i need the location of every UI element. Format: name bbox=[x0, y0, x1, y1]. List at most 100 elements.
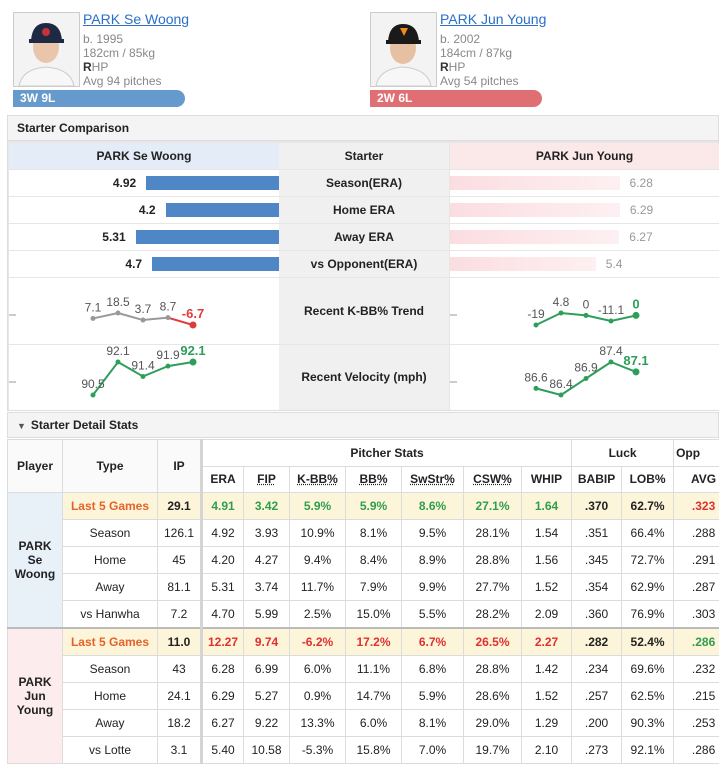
stat-cell: .345 bbox=[571, 546, 623, 574]
stat-header: WHIP bbox=[520, 465, 573, 493]
value-right: 6.28 bbox=[629, 176, 653, 190]
trend-point bbox=[632, 311, 640, 319]
stat-cell: 8.4% bbox=[345, 546, 402, 574]
trend-value: 4.8 bbox=[553, 295, 570, 309]
stat-cell: 5.5% bbox=[401, 600, 464, 629]
stat-header-label: WHIP bbox=[530, 472, 563, 487]
stat-cell: 28.8% bbox=[463, 655, 522, 683]
sparkline: 90.592.191.491.9 92.1 bbox=[9, 343, 206, 398]
stat-cell: 69.6% bbox=[621, 655, 675, 683]
stat-cell: 5.31 bbox=[201, 573, 244, 601]
stat-cell: 3.42 bbox=[243, 492, 290, 520]
type-cell: Last 5 Games bbox=[62, 492, 158, 520]
stat-cell: 5.99 bbox=[243, 600, 290, 629]
player-card: PARK Jun Young b. 2002 184cm / 87kg RHP … bbox=[357, 0, 717, 110]
trend-point bbox=[90, 392, 96, 398]
bar-left bbox=[152, 257, 279, 271]
stat-cell: 13.3% bbox=[289, 709, 346, 737]
stat-cell: .360 bbox=[571, 600, 623, 629]
trend-value: 91.9 bbox=[156, 348, 180, 362]
stat-cell: 28.2% bbox=[463, 600, 522, 629]
trend-line bbox=[535, 311, 612, 326]
stat-cell: 2.5% bbox=[289, 600, 346, 629]
trend-line bbox=[535, 361, 612, 397]
trend-line-last bbox=[167, 316, 194, 326]
stat-header-label: K-BB% bbox=[297, 472, 338, 487]
trend-value: 90.5 bbox=[81, 377, 105, 391]
detail-table-wrap: Player Type IP Pitcher Stats Luck Opp ERA FIP K-… bbox=[7, 439, 719, 771]
stat-cell: 8.1% bbox=[345, 519, 402, 547]
trend-point bbox=[558, 392, 564, 398]
bar-right bbox=[450, 257, 596, 271]
type-cell: Away bbox=[62, 709, 158, 737]
stat-cell: 3.74 bbox=[243, 573, 290, 601]
compare-right: 6.29 bbox=[450, 197, 719, 223]
stat-cell: .200 bbox=[571, 709, 623, 737]
player-cell: PARK Jun Young bbox=[7, 627, 63, 764]
sparkline: 86.6 86.486.987.487.1 bbox=[450, 344, 649, 398]
stat-cell: 1.42 bbox=[520, 655, 573, 683]
stat-row: Home 24.1 6.29 5.27 0.9% 14.7% 5.9% 28.6% 1.52.2… bbox=[8, 682, 719, 710]
value-left: 5.31 bbox=[102, 230, 126, 244]
stat-cell: 24.1 bbox=[157, 682, 203, 710]
stat-cell: 27.7% bbox=[463, 573, 522, 601]
stat-cell: 5.9% bbox=[289, 492, 346, 520]
stat-header-label: FIP bbox=[257, 472, 276, 487]
trend-point bbox=[115, 359, 121, 365]
stat-cell: 12.27 bbox=[201, 627, 244, 656]
stat-cell: 43 bbox=[157, 655, 203, 683]
player-name[interactable]: PARK Se Woong bbox=[83, 11, 190, 27]
player-name[interactable]: PARK Jun Young bbox=[440, 11, 547, 27]
trend-value: 8.7 bbox=[160, 300, 177, 314]
group-header: Opp bbox=[673, 439, 719, 467]
stat-cell: 15.0% bbox=[345, 600, 402, 629]
player-photo bbox=[370, 12, 437, 87]
trend-cell: 7.1 18.5 3.7 8.7 -6.7 bbox=[9, 278, 279, 344]
stat-cell: 6.7% bbox=[401, 627, 464, 656]
trend-line bbox=[92, 311, 169, 322]
stat-cell: 9.74 bbox=[243, 627, 290, 656]
stat-header-label: ERA bbox=[210, 472, 236, 487]
column-header: Type bbox=[62, 439, 158, 493]
trend-value: -6.7 bbox=[182, 306, 204, 321]
stat-cell: .253 bbox=[673, 709, 719, 737]
section-header[interactable]: ▼ Starter Detail Stats bbox=[7, 412, 719, 438]
compare-label: Season(ERA) bbox=[279, 170, 449, 196]
stat-cell: 29.1 bbox=[157, 492, 203, 520]
record-bar: 2W 6L bbox=[370, 90, 542, 107]
detail-table: Player Type IP Pitcher Stats Luck Opp ERA FIP K-… bbox=[7, 439, 719, 764]
stat-cell: 2.27 bbox=[520, 627, 573, 656]
stat-cell: .303 bbox=[673, 600, 719, 629]
trend-line-last bbox=[167, 361, 194, 368]
stat-cell: 45 bbox=[157, 546, 203, 574]
hand-bold: R bbox=[440, 60, 449, 74]
value-left: 4.2 bbox=[138, 203, 156, 217]
player-pitches: Avg 94 pitches bbox=[83, 74, 162, 88]
stat-cell: 0.9% bbox=[289, 682, 346, 710]
stat-cell: 5.9% bbox=[401, 682, 464, 710]
compare-header-left: PARK Se Woong bbox=[9, 143, 279, 169]
trend-value: 18.5 bbox=[106, 295, 130, 309]
hand-rest: HP bbox=[448, 60, 466, 74]
stat-cell: 90.3% bbox=[621, 709, 675, 737]
stat-cell: 92.1% bbox=[621, 736, 675, 764]
trend-point bbox=[140, 317, 146, 323]
collapse-icon[interactable]: ▼ bbox=[17, 421, 26, 431]
stat-cell: 9.22 bbox=[243, 709, 290, 737]
stat-header: SwStr% bbox=[401, 465, 464, 493]
stat-row: Season 43 6.28 6.99 6.0% 11.1% 6.8% 28.8% 1.42.2… bbox=[8, 655, 719, 683]
value-left: 4.7 bbox=[125, 257, 143, 271]
stat-cell: 28.8% bbox=[463, 546, 522, 574]
type-cell: Away bbox=[62, 573, 158, 601]
stat-cell: 72.7% bbox=[621, 546, 675, 574]
stat-cell: 4.20 bbox=[201, 546, 244, 574]
compare-header-mid: Starter bbox=[279, 143, 449, 169]
value-right: 5.4 bbox=[605, 257, 623, 271]
trend-line-last bbox=[610, 314, 637, 322]
stat-cell: 11.1% bbox=[345, 655, 402, 683]
stat-cell: 4.70 bbox=[201, 600, 244, 629]
stat-cell: 26.5% bbox=[463, 627, 522, 656]
stat-cell: 76.9% bbox=[621, 600, 675, 629]
stat-cell: 1.29 bbox=[520, 709, 573, 737]
trend-value: -11.1 bbox=[598, 303, 625, 317]
